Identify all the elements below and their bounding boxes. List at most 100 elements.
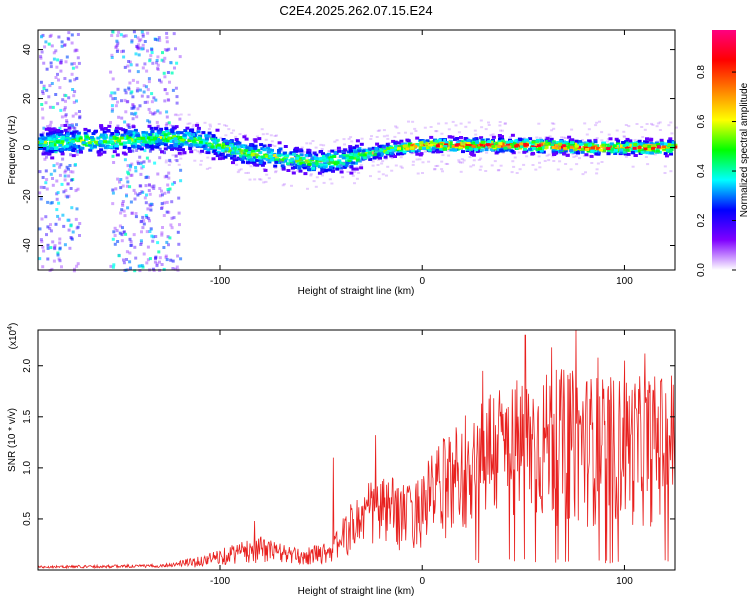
spectrogram-point [328, 166, 333, 170]
spectrogram-point [193, 148, 197, 151]
snr-series-line [37, 329, 676, 570]
spectrogram-point [627, 125, 631, 128]
spectrogram-point [155, 120, 159, 124]
spectrogram-point [584, 171, 587, 174]
spectrogram-point [247, 171, 250, 174]
snr-y-multiplier: (x104) [7, 323, 19, 350]
spectrogram-point [571, 153, 575, 156]
spectrogram-point [110, 132, 115, 135]
spectrogram-point [258, 151, 263, 154]
spectrogram-point [557, 146, 561, 150]
spectrogram-point [186, 122, 190, 125]
spectrogram-point [418, 158, 422, 161]
spectrogram-point [148, 192, 152, 196]
spectrogram-point [233, 146, 237, 150]
spectrogram-point [158, 38, 162, 42]
spectrogram-point [286, 162, 290, 166]
spectrogram-point [221, 140, 225, 142]
spectrogram-point [56, 253, 60, 257]
spectrogram-point [201, 131, 206, 135]
spectrogram-point [207, 131, 212, 135]
spectrogram-point [79, 150, 83, 154]
spectrogram-point [307, 162, 312, 166]
spectrogram-point [107, 124, 112, 128]
spectrogram-point [223, 139, 228, 143]
spectrogram-point [72, 130, 77, 134]
spectrogram-point [100, 127, 105, 131]
spectrogram-point [69, 170, 73, 174]
spectrogram-point [44, 215, 48, 219]
spectrogram-point [429, 135, 434, 139]
spectrogram-point [362, 150, 367, 153]
spectrogram-point [493, 160, 497, 163]
spectrogram-point [114, 146, 119, 150]
spectrogram-point [47, 128, 52, 132]
spectrogram-point [175, 265, 179, 269]
spectrogram-point [168, 139, 173, 143]
spectrogram-point [559, 148, 563, 152]
spectrogram-point [400, 145, 404, 149]
spectrogram-point [510, 133, 515, 137]
spectrogram-point [101, 133, 106, 137]
spectrogram-point [172, 181, 176, 185]
spectrogram-point [578, 142, 583, 146]
spectrogram-point [165, 110, 169, 114]
spectrogram-point [468, 156, 472, 158]
spectrogram-point [304, 159, 309, 163]
spectrogram-point [125, 100, 129, 104]
spectrogram-point [499, 164, 503, 167]
spectrogram-point [199, 163, 203, 166]
spectrogram-point [121, 200, 125, 203]
spectrogram-point [382, 146, 386, 149]
spectrogram-point [378, 156, 382, 160]
spectrogram-point [171, 267, 175, 270]
spectrogram-point [70, 237, 74, 241]
spectrogram-point [46, 132, 51, 136]
spectrogram-point [551, 149, 556, 153]
spectrogram-point [59, 130, 63, 134]
spectrogram-point [55, 65, 59, 69]
spectrogram-point [55, 162, 59, 166]
spectrogram-point [442, 138, 446, 142]
spectrogram-point [265, 144, 268, 147]
spectrogram-point [115, 39, 119, 43]
spectrogram-point [109, 264, 113, 268]
spectrogram-point [651, 146, 655, 150]
spectrogram-point [111, 154, 115, 158]
spectrogram-point [70, 178, 74, 182]
spectrogram-point [170, 128, 175, 132]
spectrogram-point [75, 76, 79, 80]
spectrogram-point [587, 128, 591, 131]
spectrogram-point [667, 139, 672, 143]
spectrogram-point [57, 35, 61, 39]
spectrogram-point [538, 166, 542, 169]
spectrogram-point [163, 151, 166, 155]
spectrogram-point [49, 120, 53, 124]
spectrogram-point [184, 131, 189, 135]
spectrogram-point [651, 149, 656, 153]
spectrogram-point [660, 142, 664, 146]
spectrogram-point [382, 129, 386, 132]
spectrogram-point [633, 139, 637, 142]
spectrogram-point [314, 157, 319, 160]
spectrogram-point [490, 148, 494, 151]
spectrogram-point [271, 154, 275, 156]
spectrogram-point [167, 171, 171, 175]
spectrogram-point [491, 133, 495, 136]
spectrogram-point [214, 142, 219, 146]
spectrogram-point [59, 59, 63, 63]
spectrogram-point [575, 151, 580, 155]
spectrogram-point [311, 166, 316, 170]
spectrogram-point [123, 152, 128, 156]
spectrogram-point [581, 147, 585, 151]
spectrogram-point [633, 143, 638, 146]
spectrogram-point [69, 187, 73, 190]
spectrogram-point [41, 92, 45, 95]
spectrogram-point [435, 150, 440, 154]
spectrogram-point [589, 154, 594, 158]
spectrogram-point [127, 139, 132, 143]
spectrogram-point [56, 251, 60, 255]
spectrogram-point [78, 137, 83, 141]
spectrogram-point [565, 153, 570, 157]
spectrogram-point [134, 138, 139, 142]
